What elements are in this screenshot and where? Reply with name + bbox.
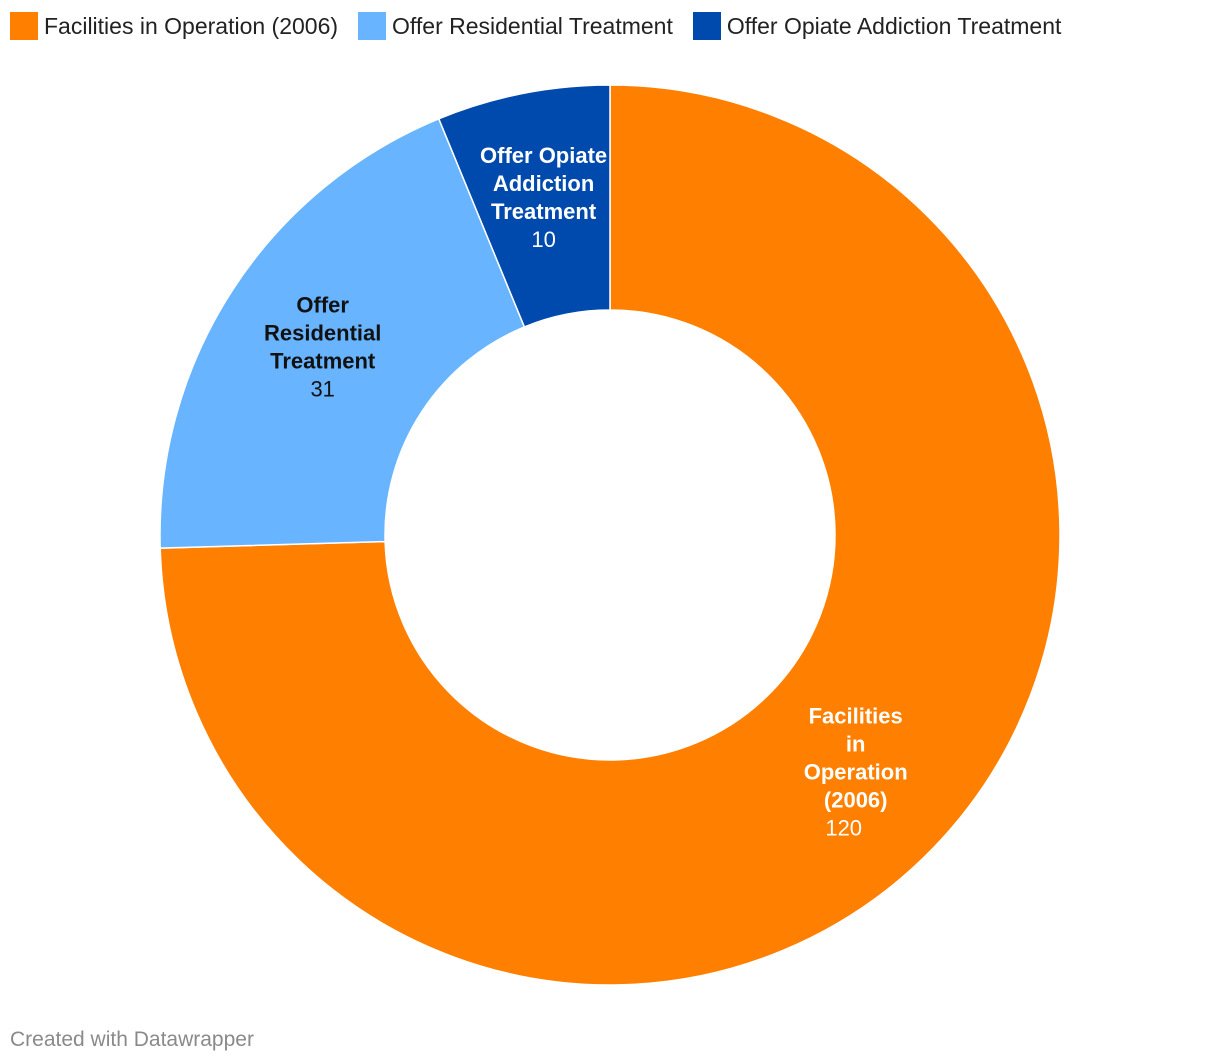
legend-label-opiate: Offer Opiate Addiction Treatment	[726, 13, 1062, 39]
slice-label-group-facilities: Facilities in Operation (2006) 120	[804, 703, 908, 840]
slice-value-opiate: 10	[531, 227, 555, 252]
slice-label-group-residential: Offer Residential Treatment 31	[264, 292, 381, 401]
slice-label-opiate-line-3: Treatment	[491, 199, 597, 224]
slice-label-facilities-line-2: in	[846, 731, 866, 756]
slice-label-facilities-line-4: (2006)	[824, 787, 888, 812]
legend-item-facilities: Facilities in Operation (2006)	[10, 12, 338, 40]
legend-item-residential: Offer Residential Treatment	[358, 12, 673, 40]
slice-label-facilities-line-3: Operation	[804, 759, 908, 784]
legend-swatch-opiate	[692, 12, 721, 40]
slice-label-group-opiate: Offer Opiate Addiction Treatment 10	[480, 143, 607, 252]
slice-value-residential: 31	[310, 376, 334, 401]
legend-label-residential: Offer Residential Treatment	[392, 13, 673, 39]
legend-swatch-facilities	[10, 12, 38, 40]
slice-label-facilities-line-1: Facilities	[809, 703, 903, 728]
legend-label-facilities: Facilities in Operation (2006)	[44, 13, 339, 39]
slice-opiate	[437, 84, 611, 328]
slice-label-opiate-line-2: Addiction	[493, 171, 594, 196]
slice-value-facilities: 120	[825, 815, 862, 840]
slice-facilities	[159, 84, 1061, 986]
legend-swatch-residential	[358, 12, 387, 40]
slice-label-residential-line-1: Offer	[296, 292, 349, 317]
footer-credit: Created with Datawrapper	[10, 1028, 254, 1051]
slice-label-opiate-line-1: Offer Opiate	[480, 143, 607, 168]
legend-item-opiate: Offer Opiate Addiction Treatment	[692, 12, 1062, 40]
slice-label-residential-line-3: Treatment	[270, 348, 376, 373]
slice-label-residential-line-2: Residential	[264, 320, 381, 345]
slice-residential	[159, 117, 526, 549]
chart-legend: Facilities in Operation (2006) Offer Res…	[10, 12, 1081, 40]
